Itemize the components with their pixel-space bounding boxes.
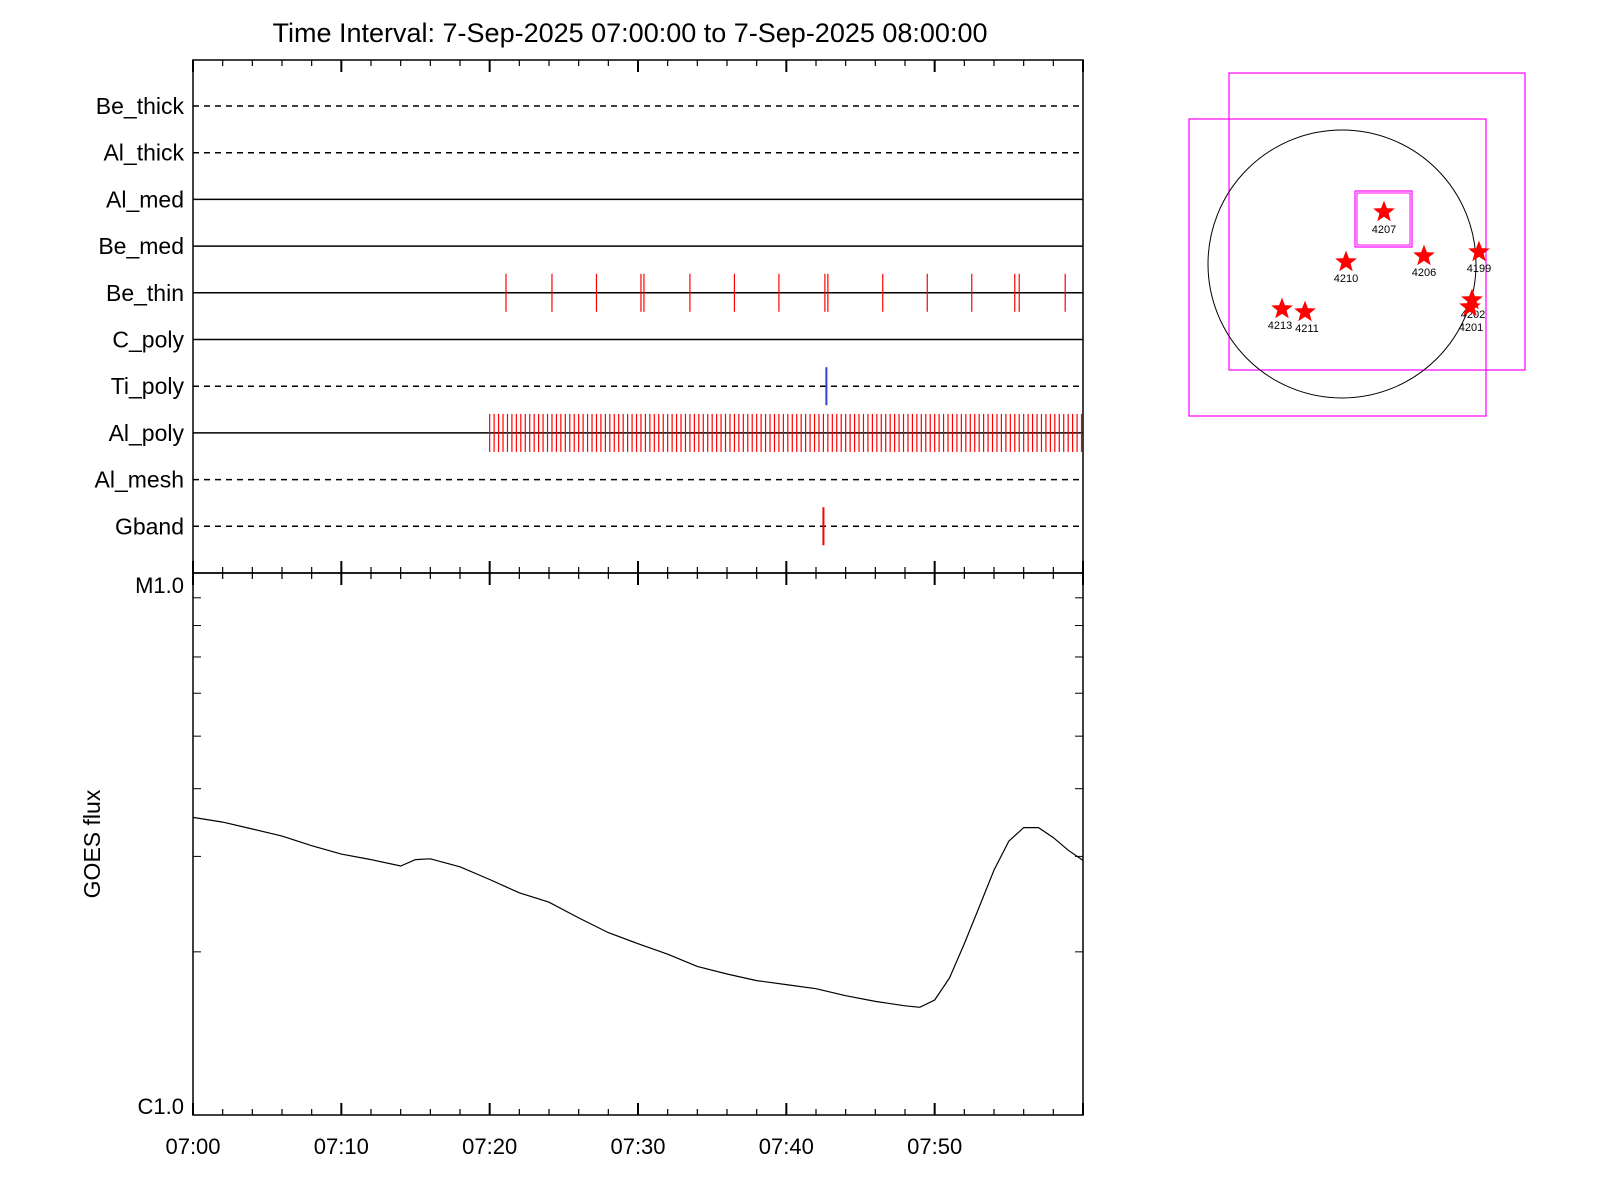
region-label-4199: 4199 bbox=[1467, 263, 1491, 275]
event-timeline-panel: Be_thick Al_thick Al_med Be_med Be_thin C_pol… bbox=[95, 59, 1084, 574]
y-tick-label: C1.0 bbox=[138, 1094, 184, 1119]
region-marker-4201 bbox=[1459, 295, 1481, 317]
channel-label-c_poly: C_poly bbox=[112, 327, 184, 353]
flux-frame bbox=[192, 572, 1084, 1116]
x-tick-label: 07:40 bbox=[759, 1134, 814, 1159]
timeline-frame bbox=[192, 59, 1084, 574]
region-marker-4211 bbox=[1294, 300, 1316, 322]
channel-label-ti_poly: Ti_poly bbox=[111, 373, 185, 399]
fov-box-upper bbox=[1228, 72, 1526, 371]
channel-label-be_med: Be_med bbox=[98, 233, 184, 259]
region-label-4206: 4206 bbox=[1412, 267, 1436, 279]
target-box-inner bbox=[1356, 192, 1411, 246]
channel-label-al_thick: Al_thick bbox=[103, 140, 184, 166]
region-label-4207: 4207 bbox=[1372, 224, 1396, 236]
y-tick-label: M1.0 bbox=[135, 573, 184, 598]
x-tick-label: 07:00 bbox=[165, 1134, 220, 1159]
region-label-4213: 4213 bbox=[1268, 320, 1292, 332]
region-marker-4213 bbox=[1271, 297, 1293, 319]
region-label-4211: 4211 bbox=[1295, 323, 1319, 335]
fov-box-lower bbox=[1188, 118, 1487, 417]
region-label-4201: 4201 bbox=[1459, 322, 1483, 334]
chart-title: Time Interval: 7-Sep-2025 07:00:00 to 7-… bbox=[273, 18, 988, 48]
region-label-4210: 4210 bbox=[1334, 273, 1358, 285]
x-tick-label: 07:30 bbox=[610, 1134, 665, 1159]
x-tick-label: 07:20 bbox=[462, 1134, 517, 1159]
target-box bbox=[1354, 190, 1413, 248]
goes-flux-line bbox=[192, 816, 1084, 1008]
channel-label-gband: Gband bbox=[115, 513, 184, 539]
channel-label-be_thick: Be_thick bbox=[96, 93, 185, 119]
channel-label-al_med: Al_med bbox=[106, 186, 184, 212]
region-marker-4210 bbox=[1335, 250, 1357, 272]
x-tick-label: 07:50 bbox=[907, 1134, 962, 1159]
region-marker-4199 bbox=[1468, 240, 1490, 262]
channel-label-al_mesh: Al_mesh bbox=[95, 467, 184, 493]
goes-flux-panel: 07:00 07:10 07:20 07:30 07:40 07:50 C1.0 M1.0 G… bbox=[79, 572, 1084, 1159]
x-tick-label: 07:10 bbox=[314, 1134, 369, 1159]
solar-disk bbox=[1207, 129, 1477, 399]
region-marker-4206 bbox=[1413, 244, 1435, 266]
channel-label-be_thin: Be_thin bbox=[106, 280, 184, 306]
y-axis-label: GOES flux bbox=[79, 789, 105, 898]
channel-label-al_poly: Al_poly bbox=[109, 420, 185, 446]
region-marker-4207 bbox=[1373, 200, 1395, 222]
